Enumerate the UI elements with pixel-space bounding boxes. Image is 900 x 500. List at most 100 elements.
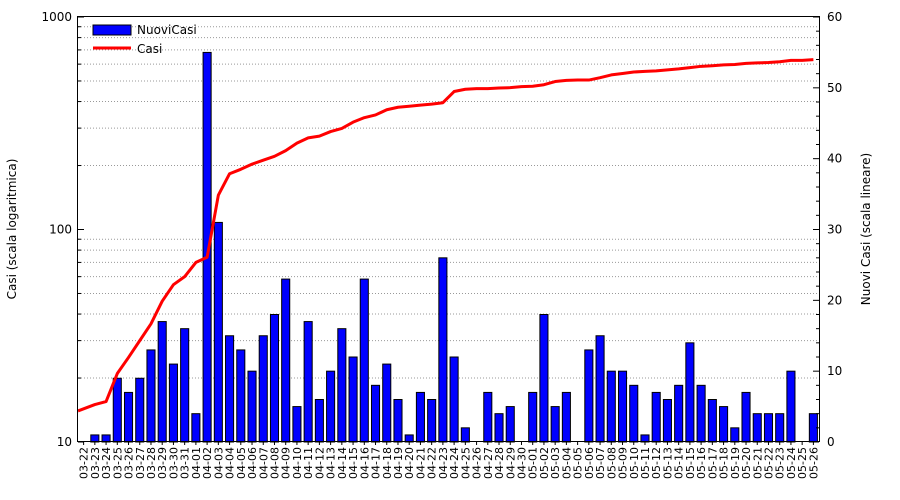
y-right-axis-title: Nuovi Casi (scala lineare) (859, 153, 873, 305)
y-right-tick-label: 10 (827, 364, 842, 378)
bar (168, 363, 178, 443)
x-tick-label: 04-11 (302, 447, 315, 479)
bar (427, 399, 437, 443)
bar (180, 328, 190, 443)
bar (404, 434, 414, 443)
bar (157, 321, 167, 443)
bar (707, 399, 717, 443)
x-tick-label: 04-18 (381, 447, 394, 479)
x-tick-label: 04-21 (414, 447, 427, 479)
x-tick-label: 04-23 (437, 447, 450, 479)
bar (696, 384, 706, 443)
x-tick-label: 05-23 (774, 447, 787, 479)
x-tick-label: 03-31 (179, 447, 192, 479)
x-tick-label: 05-15 (684, 447, 697, 479)
bar (415, 391, 425, 443)
x-tick-label: 05-13 (661, 447, 674, 479)
x-tick-label: 05-02 (538, 447, 551, 479)
x-tick-label: 05-04 (560, 447, 573, 479)
bar (213, 221, 223, 443)
x-axis: 03-2203-2303-2403-2503-2603-2703-2803-29… (78, 442, 820, 479)
bar (370, 384, 381, 443)
x-tick-label: 03-25 (111, 447, 124, 479)
y-right-axis: 0 10 20 30 40 50 60 (813, 10, 842, 449)
bar (719, 406, 729, 443)
x-tick-label: 04-03 (212, 447, 225, 479)
bar (112, 377, 122, 443)
bar (303, 321, 313, 443)
bar (494, 413, 504, 443)
x-tick-label: 04-01 (190, 447, 203, 479)
x-tick-label: 05-24 (785, 447, 798, 479)
bar (651, 391, 661, 443)
x-tick-label: 04-17 (370, 447, 383, 479)
y-right-tick-label: 0 (827, 435, 835, 449)
x-tick-label: 04-30 (515, 447, 528, 479)
x-tick-label: 04-27 (482, 447, 495, 479)
y-left-tick-label: 100 (49, 223, 72, 237)
bar (763, 413, 774, 443)
x-tick-label: 05-08 (605, 447, 618, 479)
x-tick-label: 04-14 (336, 447, 349, 479)
bar (90, 434, 100, 443)
y-left-tick-label: 10 (57, 435, 72, 449)
legend-label-nuovicasi: NuoviCasi (137, 23, 197, 37)
bar (685, 342, 695, 443)
bar (326, 370, 336, 443)
x-tick-label: 05-01 (527, 447, 540, 479)
y-right-tick-label: 40 (827, 152, 842, 166)
x-tick-label: 04-08 (268, 447, 281, 479)
bar (662, 399, 672, 443)
x-tick-label: 05-10 (628, 447, 641, 479)
bar (674, 384, 684, 443)
bar (640, 434, 650, 443)
x-tick-label: 04-24 (448, 447, 461, 479)
x-tick-label: 05-17 (706, 447, 719, 479)
x-tick-label: 05-09 (617, 447, 630, 479)
bar (258, 335, 268, 443)
plot-frame (77, 16, 820, 442)
y-left-axis-title: Casi (scala logaritmica) (5, 159, 19, 300)
bar (561, 391, 571, 443)
bar (606, 370, 616, 443)
y-left-tick-label: 1000 (41, 10, 72, 24)
x-tick-label: 05-03 (549, 447, 562, 479)
x-tick-label: 04-22 (426, 447, 439, 479)
bar (281, 278, 291, 443)
bar (314, 399, 324, 443)
x-tick-label: 05-25 (796, 447, 809, 479)
x-tick-label: 05-14 (673, 447, 686, 479)
x-tick-label: 04-09 (280, 447, 293, 479)
x-tick-label: 03-29 (156, 447, 169, 479)
y-right-tick-label: 30 (827, 223, 842, 237)
x-tick-label: 05-11 (639, 447, 652, 479)
x-tick-label: 04-29 (504, 447, 517, 479)
y-right-tick-label: 50 (827, 81, 842, 95)
x-tick-label: 05-12 (650, 447, 663, 479)
x-tick-label: 04-12 (313, 447, 326, 479)
x-tick-label: 03-27 (134, 447, 147, 479)
bar (483, 391, 493, 443)
x-tick-label: 04-04 (224, 447, 237, 479)
bar (550, 406, 560, 443)
x-tick-label: 04-19 (392, 447, 405, 479)
bar (247, 370, 257, 443)
x-tick-label: 04-16 (358, 447, 371, 479)
x-tick-label: 04-07 (257, 447, 270, 479)
legend: NuoviCasi Casi (92, 23, 197, 56)
x-tick-label: 04-25 (459, 447, 472, 479)
x-tick-label: 05-21 (751, 447, 764, 479)
x-tick-label: 03-24 (100, 447, 113, 479)
grid-lines (78, 26, 819, 379)
bar (741, 391, 751, 443)
bar (595, 335, 605, 443)
bar (460, 427, 470, 443)
bar (438, 257, 448, 443)
bar (191, 413, 201, 443)
x-tick-label: 03-28 (145, 447, 158, 479)
y-left-axis: 10 100 1000 (41, 10, 84, 449)
bar (584, 349, 594, 443)
x-tick-label: 03-30 (167, 447, 180, 479)
x-tick-label: 05-07 (594, 447, 607, 479)
x-tick-label: 05-06 (583, 447, 596, 479)
